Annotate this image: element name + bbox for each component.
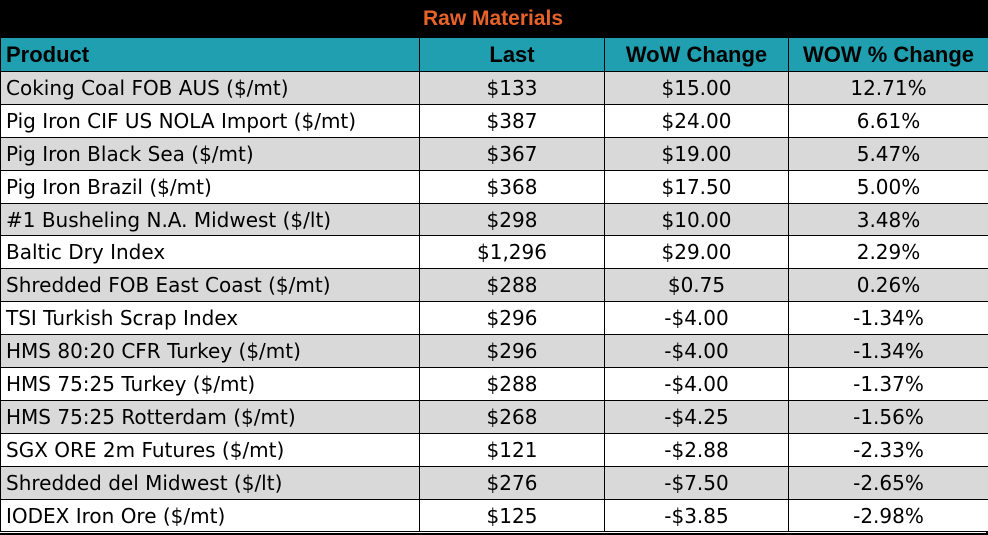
cell-last: $367 (419, 137, 605, 171)
cell-wow-pct-change: 2.29% (788, 235, 988, 270)
cell-product: Shredded FOB East Coast ($/mt) (0, 268, 420, 303)
cell-last: $296 (419, 334, 605, 369)
cell-wow-change: $24.00 (604, 104, 789, 138)
header-wow-pct-change: WOW % Change (788, 37, 988, 72)
cell-wow-change: -$2.88 (604, 433, 789, 467)
header-product: Product (0, 37, 420, 72)
cell-product: IODEX Iron Ore ($/mt) (0, 499, 420, 533)
table-row: SGX ORE 2m Futures ($/mt) $121 -$2.88 -2.33… (0, 433, 988, 467)
table-row: HMS 75:25 Rotterdam ($/mt) $268 -$4.25 -1.5… (0, 400, 988, 434)
cell-product: Shredded del Midwest ($/lt) (0, 466, 420, 500)
cell-wow-pct-change: -1.56% (788, 400, 988, 434)
cell-product: Pig Iron Brazil ($/mt) (0, 170, 420, 204)
cell-last: $268 (419, 400, 605, 434)
cell-wow-change: -$7.50 (604, 466, 789, 500)
cell-wow-change: $29.00 (604, 235, 789, 270)
cell-wow-change: $15.00 (604, 71, 789, 105)
table-row: Coking Coal FOB AUS ($/mt) $133 $15.00 12.7… (0, 71, 988, 105)
table-row: HMS 75:25 Turkey ($/mt) $288 -$4.00 -1.37% (0, 367, 988, 401)
table-row: #1 Busheling N.A. Midwest ($/lt) $298 $10.… (0, 203, 988, 237)
cell-last: $125 (419, 499, 605, 533)
raw-materials-table: Product Last WoW Change WOW % Change Cok… (0, 37, 988, 533)
cell-last: $133 (419, 71, 605, 105)
cell-wow-pct-change: 12.71% (788, 71, 988, 105)
cell-product: TSI Turkish Scrap Index (0, 301, 420, 336)
cell-wow-pct-change: 5.00% (788, 170, 988, 204)
header-row: Product Last WoW Change WOW % Change (0, 37, 988, 72)
cell-last: $121 (419, 433, 605, 467)
table-row: Pig Iron Brazil ($/mt) $368 $17.50 5.00% (0, 170, 988, 204)
cell-last: $288 (419, 268, 605, 303)
cell-wow-change: -$4.00 (604, 367, 789, 401)
cell-product: Baltic Dry Index (0, 235, 420, 270)
header-last: Last (419, 37, 605, 72)
cell-wow-pct-change: -2.65% (788, 466, 988, 500)
cell-wow-pct-change: 5.47% (788, 137, 988, 171)
cell-product: HMS 75:25 Rotterdam ($/mt) (0, 400, 420, 434)
table-row: Shredded del Midwest ($/lt) $276 -$7.50 -2.… (0, 466, 988, 500)
cell-product: SGX ORE 2m Futures ($/mt) (0, 433, 420, 467)
table-row: Pig Iron Black Sea ($/mt) $367 $19.00 5.47% (0, 137, 988, 171)
cell-last: $276 (419, 466, 605, 500)
cell-wow-change: $10.00 (604, 203, 789, 237)
cell-wow-change: -$4.25 (604, 400, 789, 434)
cell-last: $1,296 (419, 235, 605, 270)
cell-last: $387 (419, 104, 605, 138)
cell-product: #1 Busheling N.A. Midwest ($/lt) (0, 203, 420, 237)
cell-wow-change: -$3.85 (604, 499, 789, 533)
table-body: Coking Coal FOB AUS ($/mt) $133 $15.00 12.7… (0, 71, 988, 533)
cell-product: Pig Iron CIF US NOLA Import ($/mt) (0, 104, 420, 138)
table-row: HMS 80:20 CFR Turkey ($/mt) $296 -$4.00 -1.… (0, 334, 988, 369)
cell-wow-change: $19.00 (604, 137, 789, 171)
cell-last: $368 (419, 170, 605, 204)
cell-wow-change: $0.75 (604, 268, 789, 303)
cell-last: $288 (419, 367, 605, 401)
cell-product: HMS 75:25 Turkey ($/mt) (0, 367, 420, 401)
header-wow-change: WoW Change (604, 37, 789, 72)
cell-wow-pct-change: -2.33% (788, 433, 988, 467)
table-title: Raw Materials (0, 0, 986, 37)
cell-wow-pct-change: -1.34% (788, 301, 988, 336)
table-row: Baltic Dry Index $1,296 $29.00 2.29% (0, 235, 988, 270)
cell-wow-change: $17.50 (604, 170, 789, 204)
cell-last: $296 (419, 301, 605, 336)
cell-wow-pct-change: 0.26% (788, 268, 988, 303)
table-row: Shredded FOB East Coast ($/mt) $288 $0.75 0… (0, 268, 988, 303)
cell-wow-pct-change: -1.34% (788, 334, 988, 369)
table-row: IODEX Iron Ore ($/mt) $125 -$3.85 -2.98% (0, 499, 988, 533)
cell-wow-change: -$4.00 (604, 301, 789, 336)
cell-last: $298 (419, 203, 605, 237)
cell-product: Coking Coal FOB AUS ($/mt) (0, 71, 420, 105)
cell-product: HMS 80:20 CFR Turkey ($/mt) (0, 334, 420, 369)
cell-wow-pct-change: 3.48% (788, 203, 988, 237)
table-row: Pig Iron CIF US NOLA Import ($/mt) $387 $2… (0, 104, 988, 138)
table-row: TSI Turkish Scrap Index $296 -$4.00 -1.34% (0, 301, 988, 336)
cell-product: Pig Iron Black Sea ($/mt) (0, 137, 420, 171)
cell-wow-pct-change: -1.37% (788, 367, 988, 401)
cell-wow-pct-change: 6.61% (788, 104, 988, 138)
cell-wow-pct-change: -2.98% (788, 499, 988, 533)
cell-wow-change: -$4.00 (604, 334, 789, 369)
